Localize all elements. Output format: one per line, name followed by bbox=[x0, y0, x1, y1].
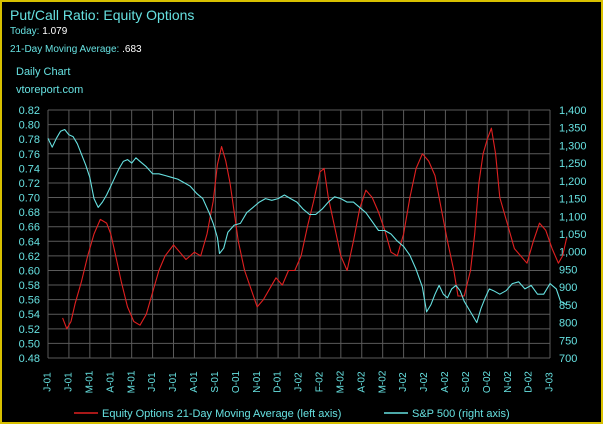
y-left-tick-label: 0.50 bbox=[19, 338, 40, 350]
x-tick-label: A-01 bbox=[189, 371, 200, 393]
x-tick-label: A-02 bbox=[356, 371, 367, 393]
x-tick-label: O-02 bbox=[482, 370, 493, 393]
y-right-tick-label: 1,050 bbox=[559, 229, 587, 241]
x-tick-label: O-01 bbox=[231, 370, 242, 393]
x-tick-label: J-03 bbox=[545, 372, 556, 392]
y-left-tick-label: 0.76 bbox=[19, 149, 40, 161]
y-left-tick-label: 0.62 bbox=[19, 251, 40, 263]
x-tick-label: N-02 bbox=[503, 371, 514, 393]
today-stat: Today: 1.079 bbox=[10, 26, 67, 37]
y-right-tick-label: 1,250 bbox=[559, 158, 587, 170]
y-left-tick-label: 0.72 bbox=[19, 178, 40, 190]
x-tick-label: S-02 bbox=[461, 371, 472, 393]
today-value: 1.079 bbox=[42, 26, 68, 37]
sp500-line bbox=[47, 128, 567, 324]
y-left-tick-label: 0.70 bbox=[19, 193, 40, 205]
y-left-tick-label: 0.52 bbox=[19, 324, 40, 336]
y-right-tick-label: 950 bbox=[559, 264, 577, 276]
y-left-tick-label: 0.66 bbox=[19, 222, 40, 234]
moving-average-value: .683 bbox=[122, 44, 142, 55]
x-tick-label: M-01 bbox=[84, 370, 95, 393]
y-left-tick-label: 0.74 bbox=[19, 163, 40, 175]
y-right-tick-label: 1,200 bbox=[559, 176, 587, 188]
x-tick-label: D-02 bbox=[524, 371, 535, 393]
y-left-tick-label: 0.48 bbox=[19, 353, 40, 365]
y-left-tick-label: 0.56 bbox=[19, 295, 40, 307]
chart-title: Put/Call Ratio: Equity Options bbox=[10, 7, 195, 23]
x-tick-label: M-01 bbox=[126, 370, 137, 393]
y-right-tick-label: 700 bbox=[559, 353, 577, 365]
y-left-tick-label: 0.80 bbox=[19, 120, 40, 132]
x-tick-label: J-02 bbox=[419, 372, 430, 392]
y-right-tick-label: 1,300 bbox=[559, 140, 587, 152]
x-tick-label: N-01 bbox=[252, 371, 263, 393]
y-right-tick-label: 900 bbox=[559, 282, 577, 294]
y-left-tick-label: 0.82 bbox=[19, 105, 40, 117]
x-tick-label: F-02 bbox=[315, 371, 326, 392]
y-right-tick-label: 1,100 bbox=[559, 211, 587, 223]
y-left-tick-label: 0.68 bbox=[19, 207, 40, 219]
x-tick-label: J-01 bbox=[168, 372, 179, 392]
y-left-tick-label: 0.58 bbox=[19, 280, 40, 292]
x-tick-label: M-02 bbox=[335, 370, 346, 393]
x-tick-label: J-01 bbox=[64, 372, 75, 392]
y-right-tick-label: 1,150 bbox=[559, 194, 587, 206]
x-tick-label: J-02 bbox=[398, 372, 409, 392]
x-tick-label: J-02 bbox=[294, 372, 305, 392]
x-tick-label: J-01 bbox=[147, 372, 158, 392]
x-tick-label: A-01 bbox=[105, 371, 116, 393]
chart-kind-label: Daily Chart bbox=[16, 66, 71, 78]
y-left-tick-label: 0.64 bbox=[19, 236, 40, 248]
moving-average-stat: 21-Day Moving Average: .683 bbox=[10, 44, 142, 55]
y-right-tick-label: 1,000 bbox=[559, 247, 587, 259]
x-tick-label: J-01 bbox=[43, 372, 54, 392]
y-left-tick-label: 0.54 bbox=[19, 309, 40, 321]
y-right-tick-label: 800 bbox=[559, 318, 577, 330]
legend-label-put-call: Equity Options 21-Day Moving Average (le… bbox=[102, 408, 341, 420]
site-label: vtoreport.com bbox=[16, 84, 84, 96]
moving-average-label: 21-Day Moving Average: bbox=[10, 44, 120, 55]
x-tick-label: D-01 bbox=[273, 371, 284, 393]
y-right-tick-label: 750 bbox=[559, 335, 577, 347]
legend-label-sp500: S&P 500 (right axis) bbox=[412, 408, 510, 420]
y-right-tick-label: 1,400 bbox=[559, 105, 587, 117]
x-tick-label: S-01 bbox=[210, 371, 221, 393]
y-left-tick-label: 0.78 bbox=[19, 134, 40, 146]
x-tick-label: A-02 bbox=[440, 371, 451, 393]
x-tick-label: M-02 bbox=[377, 370, 388, 393]
y-right-tick-label: 1,350 bbox=[559, 123, 587, 135]
put-call-ma-line bbox=[62, 127, 568, 330]
y-left-tick-label: 0.60 bbox=[19, 265, 40, 277]
today-label: Today: bbox=[10, 26, 40, 37]
